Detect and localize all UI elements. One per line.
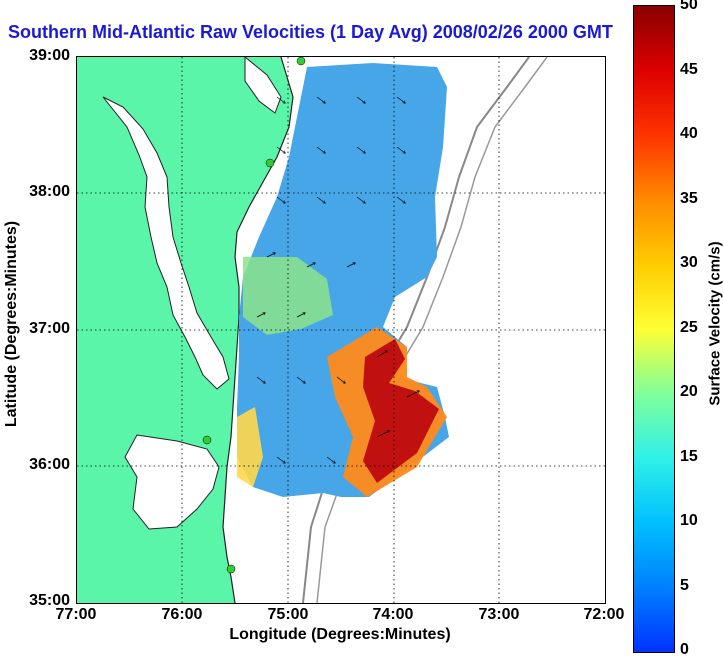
colorbar-tick-label: 0 bbox=[680, 641, 689, 658]
colorbar-label: Surface Velocity (cm/s) bbox=[706, 241, 724, 406]
y-tick-label: 37:00 bbox=[29, 320, 70, 337]
map-title: Southern Mid-Atlantic Raw Velocities (1 … bbox=[8, 22, 613, 42]
velocity-colorbar bbox=[633, 5, 675, 653]
colorbar-tick-label: 50 bbox=[680, 0, 698, 13]
colorbar-tick-label: 30 bbox=[680, 254, 698, 271]
map-grid bbox=[77, 57, 605, 603]
x-tick-label: 75:00 bbox=[267, 606, 309, 623]
x-tick-label: 72:00 bbox=[583, 606, 625, 623]
colorbar-tick-label: 25 bbox=[680, 319, 698, 336]
delaware-bay bbox=[244, 57, 282, 114]
colorbar-tick-label: 35 bbox=[680, 190, 698, 207]
velocity-moderate bbox=[237, 407, 263, 487]
x-tick-label: 77:00 bbox=[55, 606, 97, 623]
radar-station bbox=[265, 158, 275, 168]
velocity-map[interactable] bbox=[76, 56, 606, 604]
colorbar-tick-label: 45 bbox=[680, 61, 698, 78]
chesapeake-bay bbox=[102, 96, 230, 390]
velocity-arrows bbox=[256, 96, 419, 463]
map-canvas bbox=[77, 57, 605, 603]
radar-station bbox=[202, 435, 212, 445]
colorbar-tick-label: 40 bbox=[680, 125, 698, 142]
x-tick-label: 76:00 bbox=[161, 606, 203, 623]
pamlico-sound bbox=[124, 434, 220, 530]
y-tick-label: 35:00 bbox=[29, 592, 70, 609]
velocity-hotspot-core bbox=[363, 339, 439, 483]
x-tick-label: 73:00 bbox=[478, 606, 520, 623]
x-tick-label: 74:00 bbox=[372, 606, 414, 623]
radar-station bbox=[226, 564, 236, 574]
x-axis-label: Longitude (Degrees:Minutes) bbox=[229, 626, 451, 643]
colorbar-tick-label: 10 bbox=[680, 512, 698, 529]
y-axis-label: Latitude (Degrees:Minutes) bbox=[3, 220, 20, 428]
radar-station bbox=[296, 57, 306, 66]
y-tick-label: 38:00 bbox=[29, 183, 70, 200]
y-tick-label: 39:00 bbox=[29, 47, 70, 64]
colorbar-tick-label: 15 bbox=[680, 448, 698, 465]
colorbar-tick-label: 20 bbox=[680, 383, 698, 400]
y-tick-label: 36:00 bbox=[29, 456, 70, 473]
colorbar-tick-label: 5 bbox=[680, 577, 689, 594]
